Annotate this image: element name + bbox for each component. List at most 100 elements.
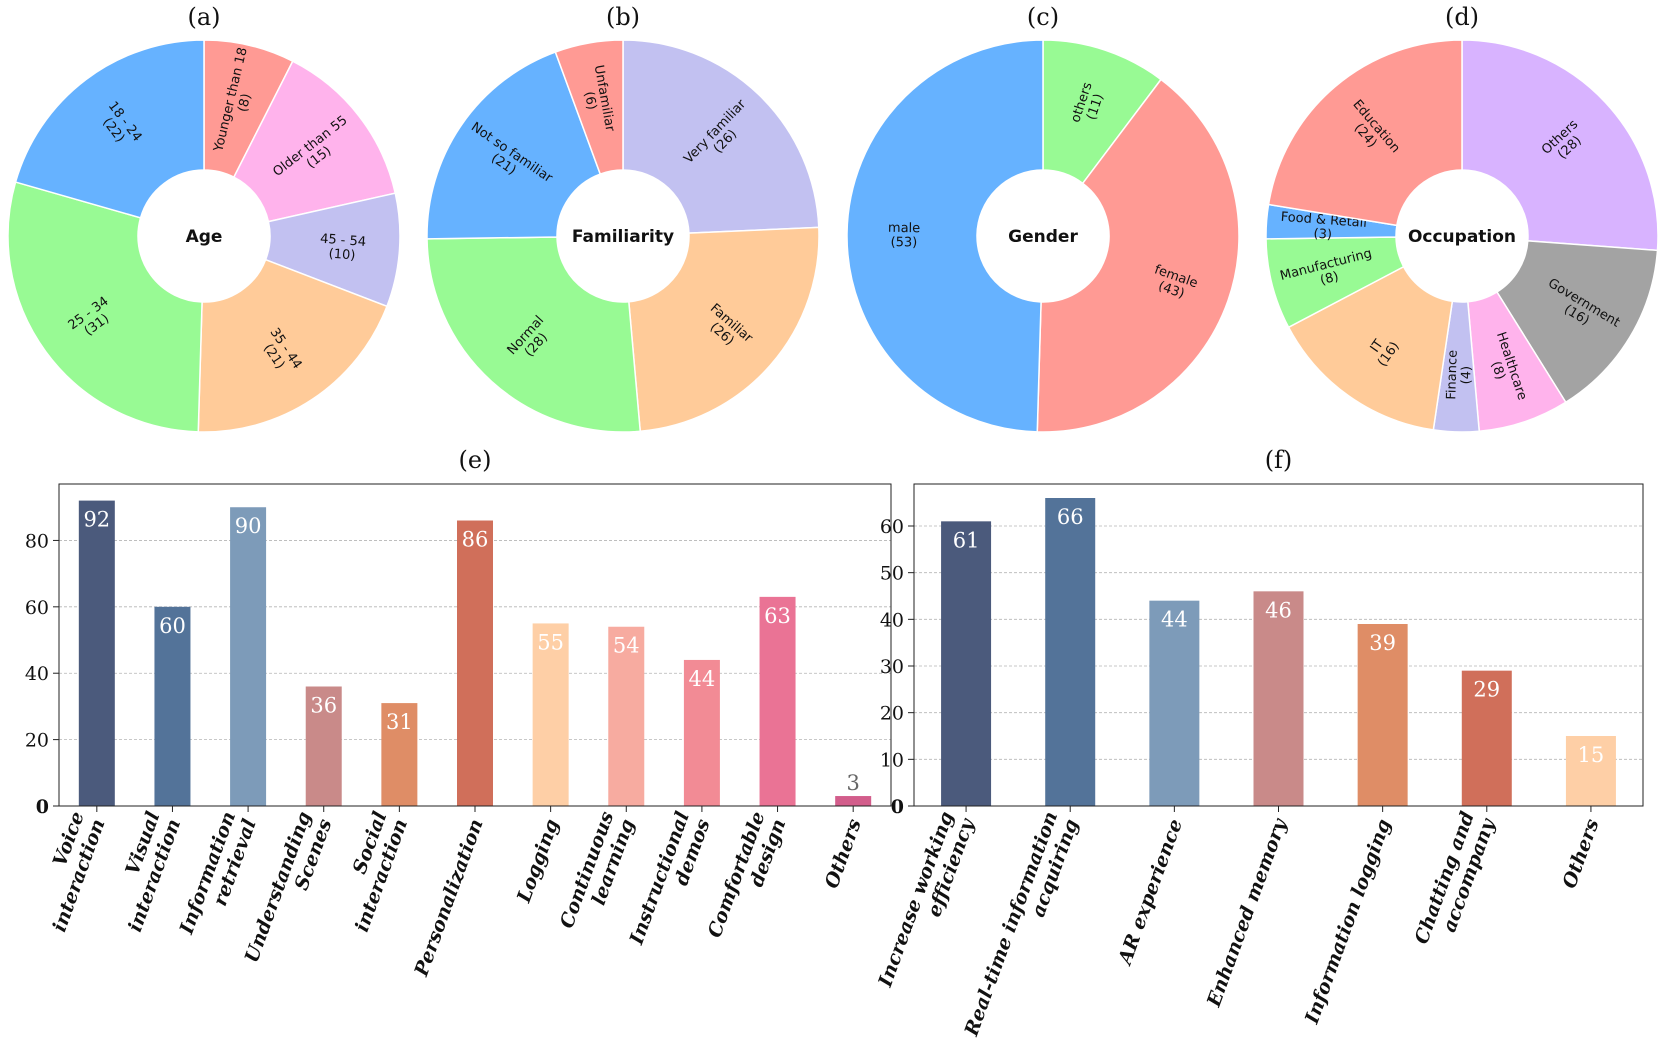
bar-value-label: 60: [159, 614, 186, 638]
bar-value-label: 15: [1578, 743, 1605, 767]
bar-value-label: 44: [689, 667, 716, 691]
category-label-information-logging: Information logging: [1300, 816, 1395, 1027]
donut-chart-age: Younger than 18(8)Older than 55(15)45 - …: [7, 3, 401, 433]
slice-it: [1287, 265, 1454, 431]
slice-female: [1036, 78, 1240, 433]
slice-familiar: [627, 226, 820, 433]
bar-value-label: 90: [235, 514, 262, 538]
bar-continuous-learning: [608, 626, 645, 806]
bar-value-label: 54: [613, 634, 640, 658]
bar-value-label: 61: [953, 528, 980, 552]
bar-value-label: 63: [764, 604, 791, 628]
slice-older-than-55: [232, 60, 397, 223]
y-tick-label: 20: [880, 703, 904, 725]
y-tick-label: 60: [880, 516, 904, 538]
y-tick-label: 0: [36, 796, 49, 818]
bar-information-logging: [1357, 624, 1408, 806]
y-tick-label: 0: [891, 796, 904, 818]
bar-value-label: 31: [386, 710, 413, 734]
bar-information-retrieval: [230, 507, 267, 806]
category-label-instructional-demos: Instructionaldemos: [625, 808, 715, 955]
category-label-chatting-and-accompany: Chatting andaccompany: [1411, 807, 1501, 955]
bar-value-label: 86: [462, 528, 489, 552]
bar-social-interaction: [381, 703, 418, 806]
slice-normal: [426, 236, 642, 433]
slice-very-familiar: [622, 39, 820, 234]
center-label-familiarity: Familiarity: [572, 227, 674, 247]
bar-value-label: 66: [1057, 505, 1084, 529]
category-label-social-interaction: Socialinteraction: [330, 809, 412, 935]
category-label-information-retrieval: Informationretrieval: [175, 809, 261, 946]
y-tick-label: 40: [880, 609, 904, 631]
category-label-others: Others: [821, 816, 866, 891]
y-tick-label: 80: [25, 530, 49, 552]
category-label-increase-working-efficiency: Increase workingefficiency: [874, 807, 979, 998]
bar-value-label: 92: [83, 508, 110, 532]
bar-chatting-and-accompany: [1461, 670, 1512, 806]
bar-instructional-demos: [683, 659, 720, 806]
slice-18-24: [14, 39, 205, 219]
category-label-continuous-learning: Continuouslearning: [556, 808, 639, 938]
slice-unfamiliar: [554, 39, 624, 176]
y-tick-label: 10: [880, 749, 904, 771]
bar-real-time-information-acquiring: [1045, 498, 1096, 806]
bar-increase-working-efficiency: [941, 521, 992, 806]
bar-others: [1565, 736, 1616, 806]
donut-chart-gender: others(11)female(43)male(53) Gender(c): [846, 3, 1240, 433]
bar-voice-interaction: [78, 500, 115, 806]
plot-frame: [913, 483, 1644, 807]
donut-chart-occupation: Others(28)Government(16)Healthcare(8)Fin…: [1265, 3, 1659, 433]
category-label-real-time-information-acquiring: Real-time informationacquiring: [960, 809, 1083, 1045]
bar-value-label: 3: [846, 771, 859, 795]
bar-value-label: 55: [537, 630, 564, 654]
y-tick-label: 40: [25, 663, 49, 685]
slice-male: [846, 39, 1044, 433]
bar-others: [835, 796, 872, 806]
category-label-personalization: Personalization: [410, 816, 488, 980]
bar-comfortable-design: [759, 596, 796, 806]
slice-others: [1461, 39, 1659, 252]
slice-label-45-54: 45 - 54(10): [318, 232, 366, 265]
panel-label: (f): [1265, 446, 1293, 474]
panel-label: (d): [1445, 3, 1479, 31]
slice-label-finance: Finance(4): [1444, 350, 1475, 401]
center-label-age: Age: [186, 227, 223, 247]
bar-ar-experience: [1149, 600, 1200, 806]
bar-value-label: 44: [1161, 608, 1188, 632]
slice-not-so-familiar: [426, 51, 602, 240]
y-tick-label: 30: [880, 656, 904, 678]
center-label-gender: Gender: [1008, 227, 1078, 247]
panel-label: (c): [1027, 3, 1059, 31]
category-label-others: Others: [1558, 816, 1603, 891]
y-tick-label: 50: [880, 563, 904, 585]
bar-personalization: [457, 520, 493, 806]
panel-label: (a): [187, 3, 220, 31]
panel-label: (e): [459, 446, 492, 474]
slice-35-44: [197, 258, 388, 433]
bar-value-label: 36: [310, 693, 337, 717]
donut-chart-familiarity: Very familiar(26)Familiar(26)Normal(28)N…: [426, 3, 820, 433]
y-tick-label: 60: [25, 597, 49, 619]
category-label-logging: Logging: [513, 816, 564, 906]
category-label-comfortable-design: Comfortabledesign: [704, 809, 791, 948]
category-label-enhanced-memory: Enhanced memory: [1203, 814, 1292, 1010]
plot-frame: [58, 483, 892, 807]
y-tick-label: 20: [25, 730, 49, 752]
category-label-voice-interaction: Voiceinteraction: [28, 809, 110, 935]
bar-value-label: 46: [1265, 598, 1292, 622]
bar-visual-interaction: [154, 606, 191, 806]
center-label-occupation: Occupation: [1408, 227, 1516, 247]
category-label-visual-interaction: Visualinteraction: [103, 809, 185, 935]
bar-chart-1: 0 10 20 30 40 50 60 61 Increase workingefficienc…: [874, 446, 1644, 1045]
bar-value-label: 29: [1473, 678, 1500, 702]
bar-understanding-scenes: [305, 686, 342, 806]
bar-value-label: 39: [1369, 631, 1396, 655]
bar-chart-0: 0 20 40 60 80 92 Voiceinteraction 60 Visualinter…: [25, 446, 892, 980]
slice-education: [1267, 39, 1463, 227]
slice-government: [1495, 240, 1659, 404]
category-label-ar-experience: AR experience: [1113, 816, 1187, 969]
slice-25-34: [7, 181, 203, 433]
bar-logging: [532, 623, 569, 806]
slice-label-male: male(53): [888, 221, 921, 251]
